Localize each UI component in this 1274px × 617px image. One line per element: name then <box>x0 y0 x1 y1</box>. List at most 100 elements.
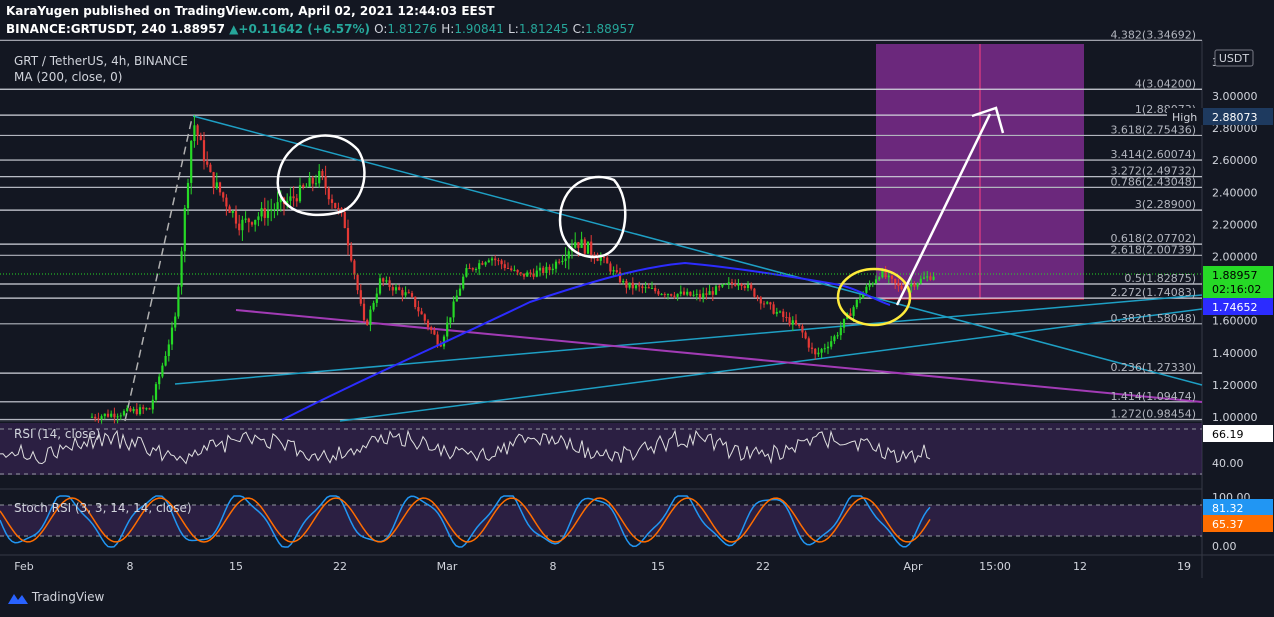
candle <box>743 284 746 291</box>
symbol: BINANCE:GRTUSDT, 240 <box>6 22 167 36</box>
candle <box>634 283 638 291</box>
candle <box>580 231 583 249</box>
candle <box>97 412 100 424</box>
stoch-tick-bottom: 0.00 <box>1212 540 1237 553</box>
candle <box>170 321 174 350</box>
candle <box>145 407 148 411</box>
candle <box>689 291 692 297</box>
ma200-line <box>281 261 891 421</box>
candle <box>497 257 500 266</box>
candle <box>810 342 814 354</box>
candle <box>183 204 186 263</box>
candle <box>231 210 234 218</box>
candle <box>321 168 324 181</box>
candle <box>673 291 676 299</box>
candle <box>692 290 695 297</box>
candle <box>775 307 778 317</box>
price-tick-10: 1.00000 <box>1212 411 1258 424</box>
candle <box>212 171 215 195</box>
price-tick-0: 3.00000 <box>1212 90 1258 103</box>
low-value: 1.81245 <box>518 22 569 36</box>
candle <box>362 298 366 323</box>
descending-trendline <box>192 115 1203 386</box>
candle <box>263 197 266 226</box>
time-axis[interactable]: Feb 8 15 22 Mar 8 15 22 Apr 15:00 12 19 <box>14 560 1191 573</box>
candle <box>622 278 625 285</box>
candle <box>378 273 382 296</box>
candle <box>465 264 468 278</box>
candle <box>631 277 634 295</box>
candle <box>222 191 225 202</box>
candle <box>500 258 503 270</box>
candle <box>270 198 273 222</box>
candle <box>679 285 682 297</box>
candle <box>858 294 862 304</box>
candle <box>583 237 586 258</box>
candle <box>391 284 394 296</box>
countdown: 02:16:02 <box>1212 283 1261 296</box>
candle <box>276 191 279 216</box>
candle <box>737 278 740 291</box>
candle <box>158 373 161 390</box>
candle <box>215 172 218 190</box>
candle <box>468 263 471 270</box>
currency-badge[interactable]: USDT <box>1219 52 1250 65</box>
fib-label-1: 4(3.04200) <box>1135 77 1196 90</box>
candle <box>804 330 807 340</box>
candle <box>871 281 874 288</box>
candle <box>801 323 804 338</box>
candle <box>372 300 375 312</box>
fib-label-6: 0.786(2.43048) <box>1110 175 1196 188</box>
candle <box>849 308 852 317</box>
candle <box>292 186 295 207</box>
last-price: 1.88957 <box>170 22 225 36</box>
candle <box>554 259 558 273</box>
candle <box>311 175 314 192</box>
candle <box>94 413 97 422</box>
candle <box>682 287 686 296</box>
candle <box>407 289 410 294</box>
candle <box>273 203 276 219</box>
candle <box>135 403 138 416</box>
candle <box>110 410 113 418</box>
candle <box>481 260 484 266</box>
candle <box>842 318 846 334</box>
candle <box>711 287 714 302</box>
candle <box>785 311 788 322</box>
candle <box>350 241 353 263</box>
candle <box>868 280 871 291</box>
time-tick-5: 8 <box>550 560 557 573</box>
candle <box>487 258 490 263</box>
branding-text: TradingView <box>31 590 105 604</box>
candle <box>798 324 801 329</box>
candle <box>558 258 561 265</box>
time-tick-8: Apr <box>903 560 923 573</box>
candle <box>254 219 257 232</box>
candle <box>455 289 458 302</box>
candle <box>174 312 177 332</box>
fib-label-9: 2.618(2.00739) <box>1110 243 1196 256</box>
candle <box>484 261 487 267</box>
circle-annotation-1 <box>276 134 366 217</box>
ma-tag: 1.74652 <box>1212 301 1258 314</box>
price-tick-4: 2.20000 <box>1212 218 1258 231</box>
candle <box>449 317 452 329</box>
candle <box>420 307 423 315</box>
candle <box>334 202 337 209</box>
candle <box>695 289 698 301</box>
candle <box>753 287 756 298</box>
tradingview-logo-icon <box>8 593 28 604</box>
tradingview-logo[interactable]: TradingView <box>8 590 104 604</box>
candle <box>119 412 122 420</box>
high-label: High <box>1172 111 1197 124</box>
publisher-line-text: KaraYugen published on TradingView.com, … <box>6 4 495 18</box>
fib-label-14: 1.414(1.09474) <box>1110 390 1196 403</box>
candle <box>314 174 318 188</box>
candle <box>762 300 766 308</box>
ma-legend: MA (200, close, 0) <box>14 70 122 84</box>
candle <box>702 287 705 303</box>
stoch-k-tag: 81.32 <box>1212 502 1244 515</box>
candle <box>353 259 356 280</box>
candle <box>199 132 202 141</box>
